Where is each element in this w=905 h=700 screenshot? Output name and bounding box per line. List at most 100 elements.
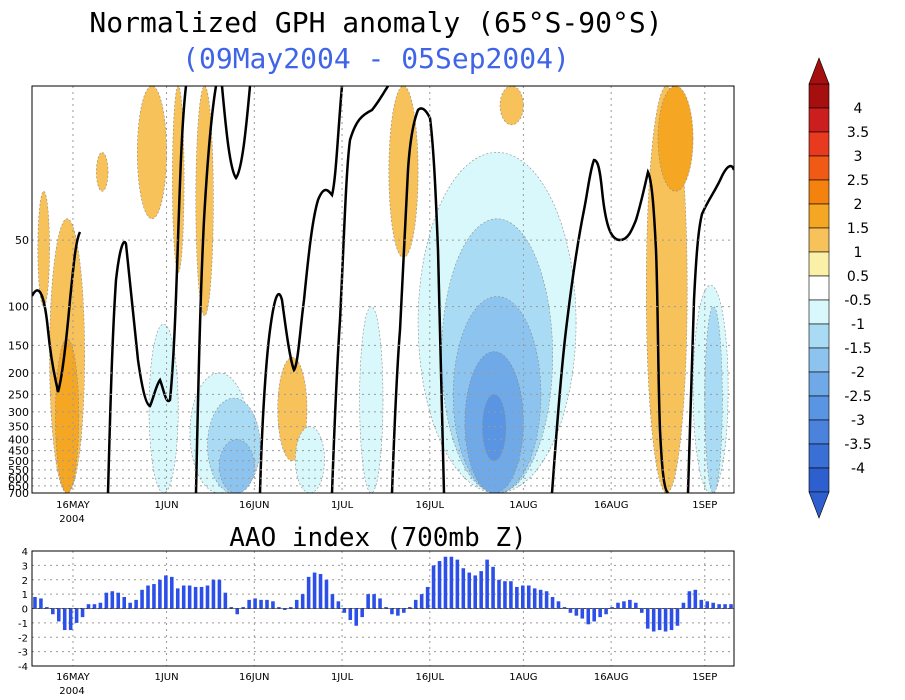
- zero-contour-line: [686, 164, 734, 493]
- aao-bar: [45, 607, 49, 609]
- aao-bar: [407, 607, 412, 609]
- heatmap-subtitle: (09May2004 - 05Sep2004): [182, 42, 570, 75]
- colorbar-swatch: [808, 107, 830, 133]
- colorbar-label: 3.5: [847, 125, 869, 141]
- heatmap-panel: 50 100 150 200 250 300 35040045050055060065070…: [8, 85, 735, 525]
- aao-bar: [663, 608, 668, 632]
- aao-bar: [610, 607, 614, 609]
- aao-bar: [354, 608, 359, 626]
- aao-y-tick-label: 4: [22, 547, 28, 558]
- aao-bar: [51, 608, 55, 615]
- colorbar-swatch: [808, 203, 830, 229]
- aao-bar: [223, 592, 228, 609]
- aao-x-tick-label: 1AUG: [509, 672, 537, 683]
- colorbar-label: -1.5: [844, 341, 871, 357]
- heatmap-y-tick-label: 300: [8, 406, 29, 419]
- aao-bar: [467, 572, 472, 609]
- aao-bar: [342, 608, 347, 613]
- aao-gridlines: [32, 550, 734, 667]
- heatmap-y-axis: 50 100 150 200 250 300 35040045050055060065070…: [8, 234, 29, 500]
- aao-y-tick-label: 2: [22, 576, 28, 587]
- aao-bar: [568, 608, 573, 613]
- aao-bar: [324, 579, 329, 609]
- heatmap-y-tick-label: 550: [8, 464, 29, 477]
- aao-bar: [259, 599, 263, 609]
- aao-x-tick-label: 16JUN: [239, 672, 269, 683]
- colorbar-label: 1: [854, 245, 863, 261]
- aao-bar: [181, 585, 186, 609]
- aao-bar: [74, 608, 79, 623]
- heatmap-y-tick-label: 700: [8, 487, 29, 500]
- aao-y-tick-label: -1: [18, 619, 28, 630]
- aao-bar: [645, 608, 650, 629]
- aao-bar: [491, 566, 495, 609]
- aao-y-tick-label: -2: [18, 633, 28, 644]
- aao-bar: [532, 588, 537, 609]
- heatmap-x-tick-label: 16JUL: [416, 500, 445, 511]
- colorbar-swatch: [808, 251, 830, 277]
- aao-bar: [348, 608, 353, 620]
- aao-bar: [170, 576, 174, 609]
- heatmap-y-tick-label: 250: [8, 388, 29, 401]
- aao-bar: [104, 592, 109, 609]
- colorbar-label: -3: [851, 413, 865, 429]
- aao-bar: [419, 594, 424, 609]
- aao-bar: [360, 608, 364, 618]
- aao-bar: [110, 591, 115, 609]
- zero-contour-line: [390, 107, 446, 493]
- aao-bar: [586, 608, 591, 625]
- aao-bar: [294, 599, 299, 609]
- aao-bars: [33, 556, 733, 632]
- aao-bar: [640, 608, 644, 613]
- anomaly-region-positive: [96, 152, 109, 192]
- heatmap-y-tick-label: 600: [8, 472, 29, 485]
- heatmap-regions: [37, 86, 729, 493]
- heatmap-y-tick-label: 150: [8, 339, 29, 352]
- aao-bar: [187, 585, 192, 609]
- aao-bar: [199, 586, 204, 609]
- aao-bar: [562, 607, 567, 609]
- colorbar-label: -3.5: [844, 437, 871, 453]
- aao-bar: [86, 604, 91, 609]
- anomaly-region-positive: [499, 86, 524, 126]
- aao-bar: [289, 607, 293, 609]
- aao-bar: [681, 602, 686, 609]
- aao-bar: [723, 604, 727, 609]
- colorbar: 4 3.5 3 2.5 2 1.5 1 0.5 -0.5 -1 -1.5 -2 -2.5 -3 -3.5 -4: [808, 57, 872, 519]
- aao-bar: [140, 589, 144, 609]
- aao-bar: [485, 559, 489, 609]
- aao-bar: [217, 579, 222, 609]
- colorbar-swatch: [808, 443, 830, 469]
- aao-bar: [431, 565, 436, 609]
- aao-bar: [580, 608, 585, 619]
- colorbar-swatch: [808, 323, 830, 349]
- aao-bar: [146, 585, 150, 609]
- anomaly-region-negative: [218, 439, 255, 493]
- colorbar-swatch: [808, 131, 830, 157]
- aao-bar-panel: 4 3 2 1 0 -1 -2 -3 -4 16MAY 1JUN 16JUN 1JUL 16JUL 1AU…: [18, 547, 735, 697]
- heatmap-y-tick-label: 200: [8, 367, 29, 380]
- aao-bar: [164, 575, 168, 609]
- aao-bar: [443, 556, 448, 609]
- aao-bar: [229, 607, 234, 609]
- aao-bar: [98, 602, 103, 609]
- aao-y-tick-label: -4: [18, 662, 28, 673]
- heatmap-y-tick-label: 400: [8, 433, 29, 446]
- aao-x-tick-label: 1JUN: [154, 672, 178, 683]
- aao-bar: [92, 604, 97, 609]
- anomaly-region-positive: [388, 86, 419, 258]
- aao-x-axis: 16MAY 1JUN 16JUN 1JUL 16JUL 1AUG 16AUG 1SEP: [56, 672, 717, 683]
- heatmap-x-axis: 16MAY 1JUN 16JUN 1JUL 16JUL 1AUG 16AUG 1SEP: [56, 500, 717, 511]
- colorbar-swatch: [808, 371, 830, 397]
- heatmap-x-tick-label: 16AUG: [594, 500, 629, 511]
- colorbar-label: 4: [854, 101, 863, 117]
- aao-bar: [503, 581, 507, 609]
- colorbar-swatch: [808, 299, 830, 325]
- aao-bar: [283, 608, 287, 610]
- colorbar-swatch: [808, 419, 830, 445]
- aao-frame: [31, 550, 735, 667]
- colorbar-label: 0.5: [847, 269, 869, 285]
- aao-bar: [265, 599, 269, 609]
- colorbar-label: 3: [854, 149, 863, 165]
- aao-bar: [366, 594, 370, 609]
